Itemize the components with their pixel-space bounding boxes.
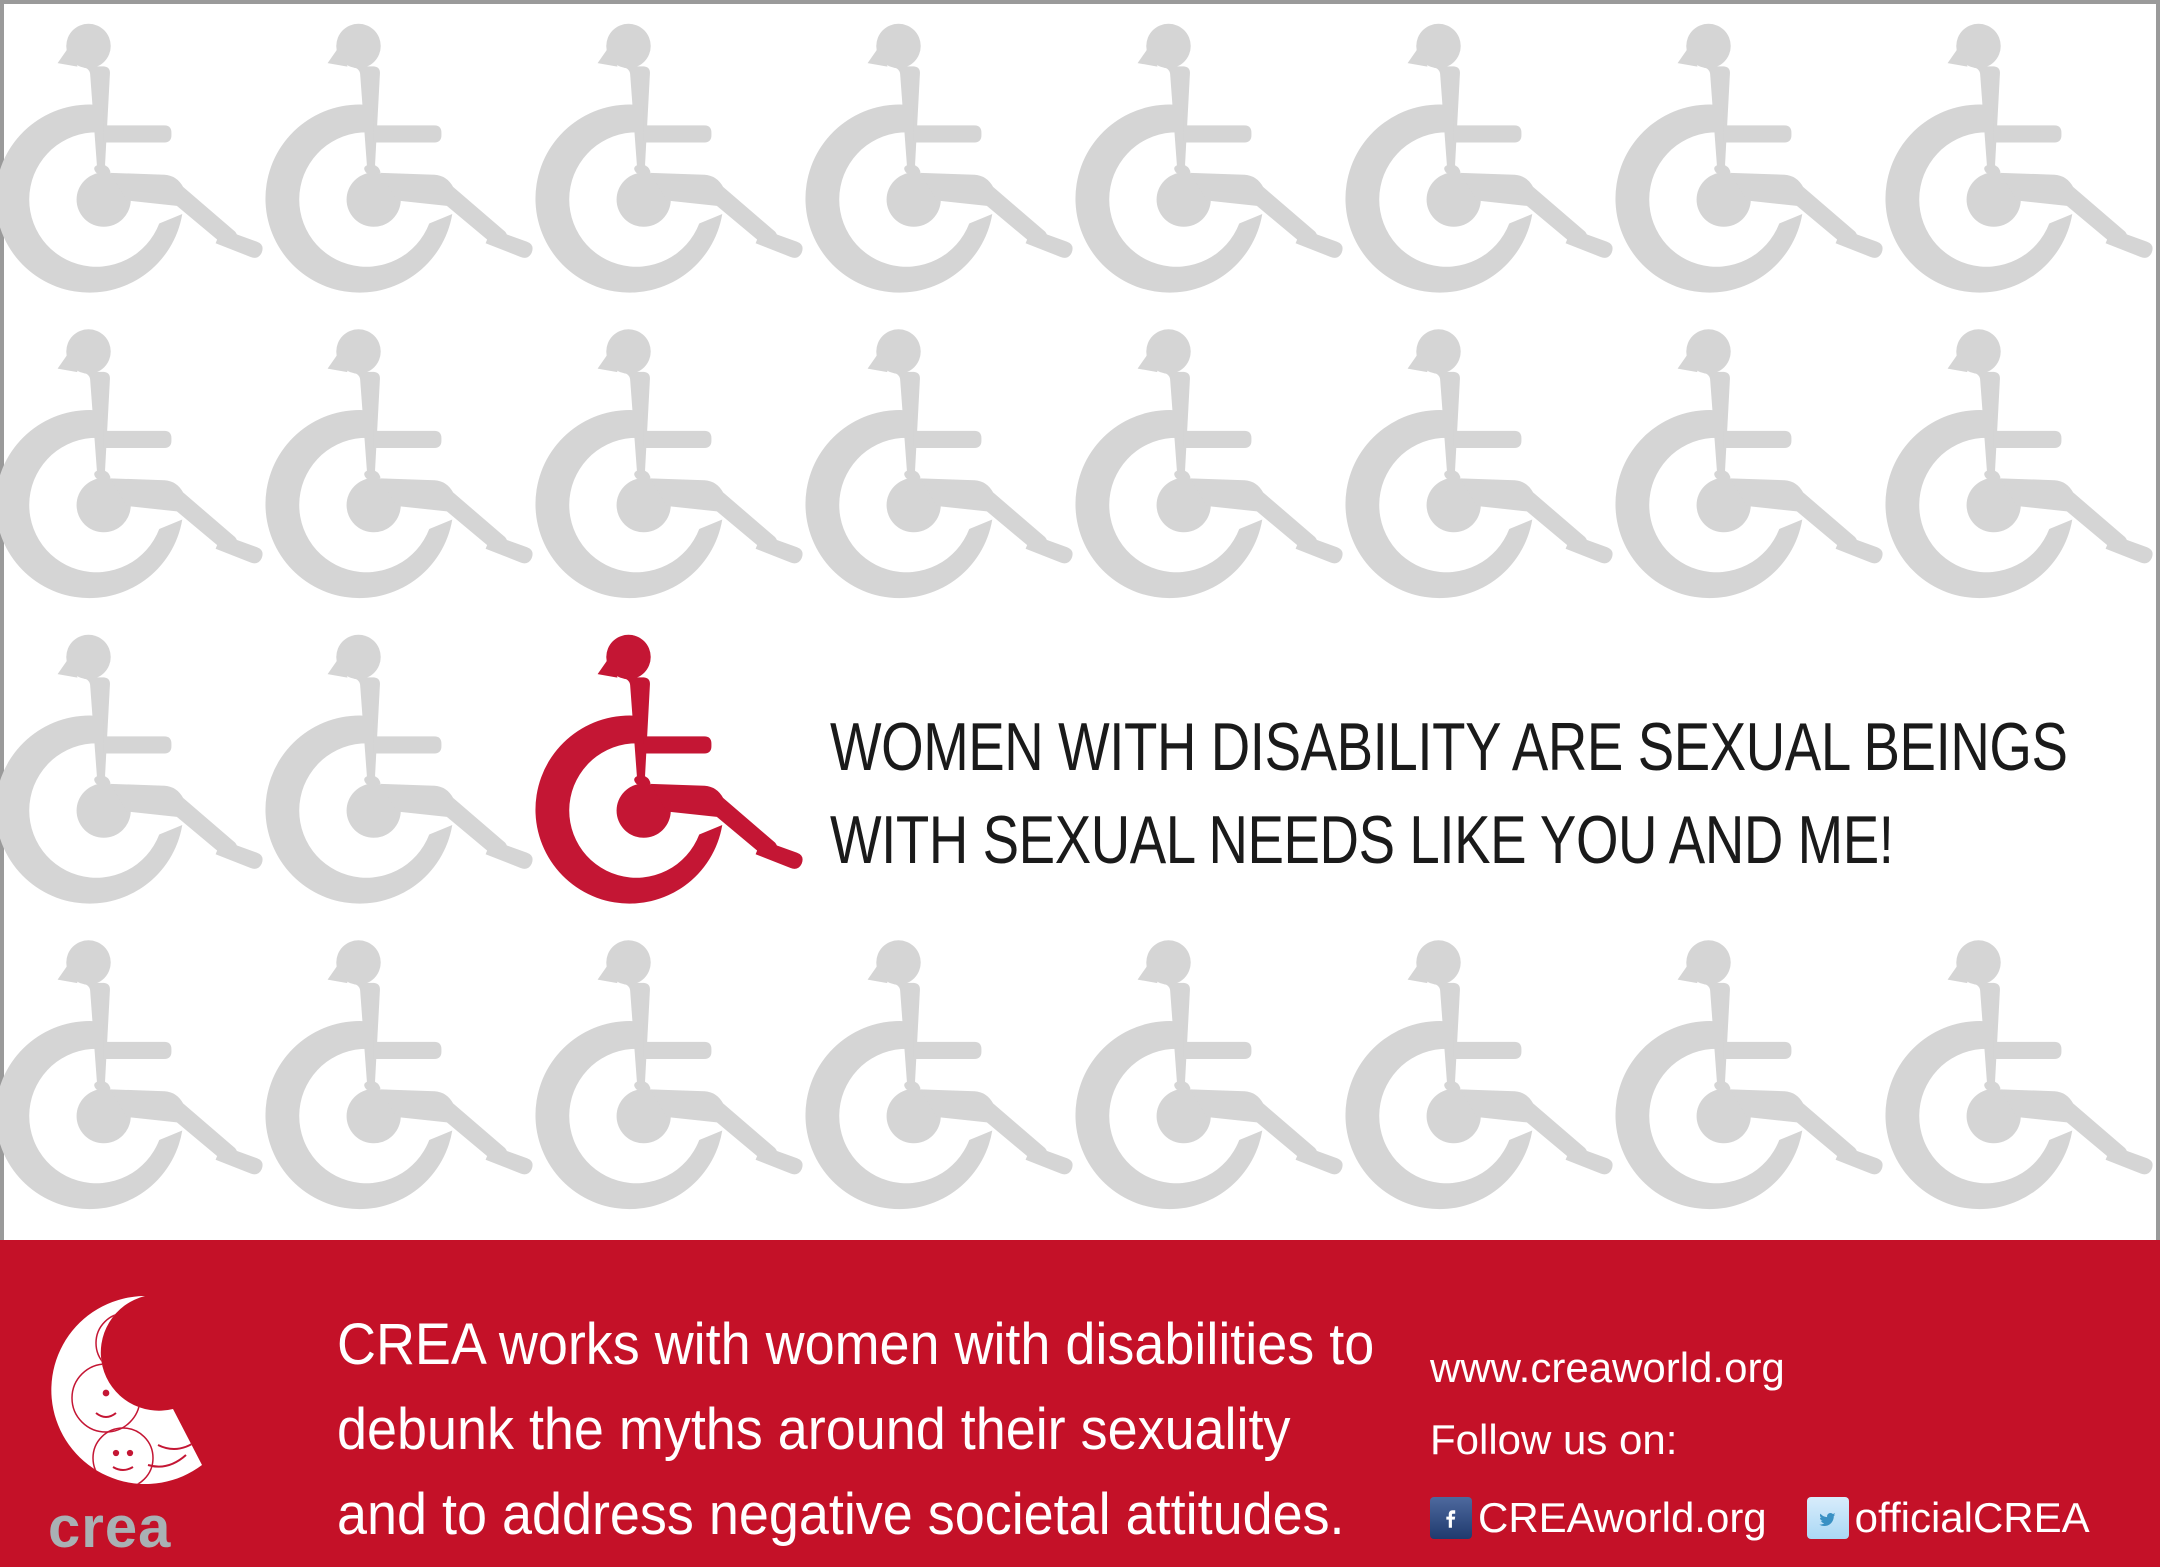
svg-text:crea: crea (48, 1495, 171, 1555)
